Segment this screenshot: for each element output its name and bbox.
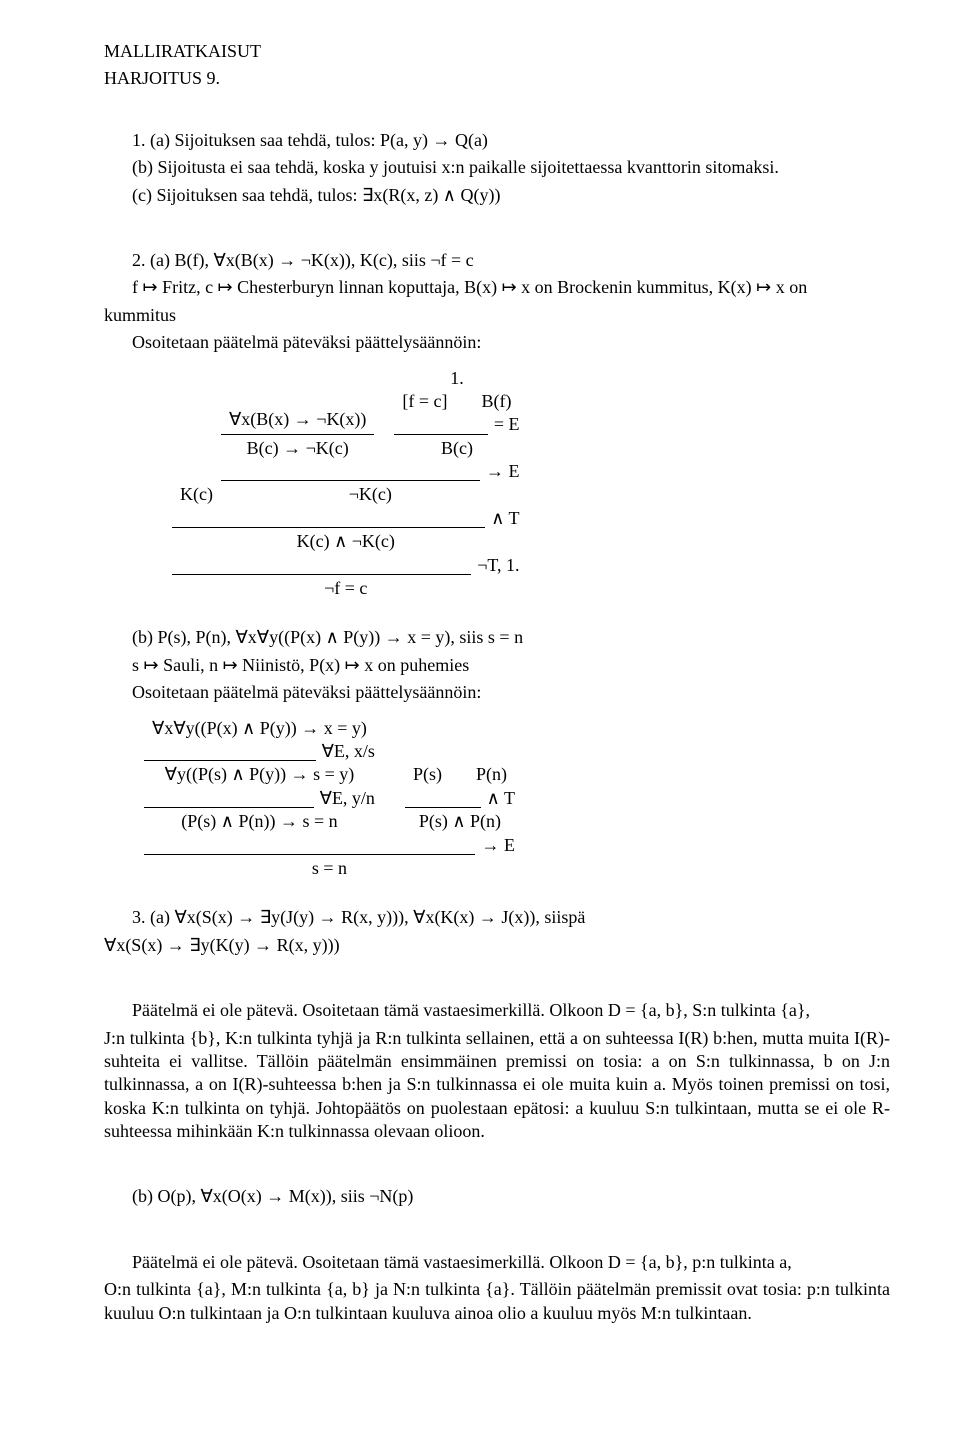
question-1: 1. (a) Sijoituksen saa tehdä, tulos: P(a… [104, 129, 890, 207]
question-3a: 3. (a) ∀x(S(x) → ∃y(J(y) → R(x, y))), ∀x… [104, 906, 890, 1143]
rule-eqE: = E [494, 413, 520, 436]
q3a-head2: ∀x(S(x) → ∃y(K(y) → R(x, y))) [104, 934, 890, 957]
node-pspn: P(s) ∧ P(n) [411, 810, 509, 833]
q2b-mapping: s ↦ Sauli, n ↦ Niinistö, P(x) ↦ x on puh… [132, 654, 890, 677]
q2a-mapping: f ↦ Fritz, c ↦ Chesterburyn linnan koput… [132, 276, 890, 299]
conclusion-2b: s = n [304, 857, 355, 880]
q3a-p2: J:n tulkinta {b}, K:n tulkinta tyhjä ja … [104, 1027, 890, 1144]
q1-a: 1. (a) Sijoituksen saa tehdä, tulos: P(a… [132, 129, 890, 152]
bc-impl: B(c) → ¬K(c) [239, 437, 357, 460]
title-block: MALLIRATKAISUT HARJOITUS 9. [104, 40, 890, 91]
question-3b: (b) O(p), ∀x(O(x) → M(x)), siis ¬N(p) Pä… [104, 1185, 890, 1325]
question-2a: 2. (a) B(f), ∀x(B(x) → ¬K(x)), K(c), sii… [104, 249, 890, 600]
rule-andT: ∧ T [491, 507, 519, 530]
node-kc-and-nkc: K(c) ∧ ¬K(c) [289, 530, 403, 553]
rule-Exs: ∀E, x/s [322, 740, 375, 763]
marker-1: 1. [442, 367, 472, 390]
leaf-kc: K(c) [172, 483, 221, 506]
q2b-lead: Osoitetaan päätelmä päteväksi päättelysä… [132, 681, 890, 704]
q1-c: (c) Sijoituksen saa tehdä, tulos: ∃x(R(x… [132, 184, 890, 207]
conclusion-2a: ¬f = c [316, 577, 375, 600]
q3b-p2: O:n tulkinta {a}, M:n tulkinta {a, b} ja… [104, 1278, 890, 1325]
q3b-head: (b) O(p), ∀x(O(x) → M(x)), siis ¬N(p) [132, 1185, 890, 1208]
q2a-lead: Osoitetaan päätelmä päteväksi päättelysä… [132, 331, 890, 354]
rule-negT: ¬T, 1. [477, 554, 519, 577]
node-bc: B(c) [433, 437, 481, 460]
question-2b: (b) P(s), P(n), ∀x∀y((P(x) ∧ P(y)) → x =… [104, 626, 890, 880]
rule-impE: → E [486, 460, 520, 483]
leaf-ps: P(s) [405, 763, 450, 786]
l3: (P(s) ∧ P(n)) → s = n [173, 810, 345, 833]
proof-tree-2a: K(c) ∀x(B(x) → ¬K(x)) B(c) → ¬K(c) [172, 367, 890, 601]
assump-fc: [f = c] [394, 390, 455, 413]
node-nkc: ¬K(c) [341, 483, 400, 506]
proof-tree-2b: ∀x∀y((P(x) ∧ P(y)) → x = y) ∀E, x/s ∀y((… [144, 717, 890, 881]
l1: ∀x∀y((P(x) ∧ P(y)) → x = y) [144, 717, 375, 740]
rule-andT-2b: ∧ T [487, 787, 515, 810]
q1-b: (b) Sijoitusta ei saa tehdä, koska y jou… [132, 156, 890, 179]
q3b-p1: Päätelmä ei ole pätevä. Osoitetaan tämä … [132, 1251, 890, 1274]
leaf-bf: B(f) [474, 390, 520, 413]
q3a-p1: Päätelmä ei ole pätevä. Osoitetaan tämä … [132, 999, 890, 1022]
leaf-pn: P(n) [468, 763, 515, 786]
l2: ∀y((P(s) ∧ P(y)) → s = y) [157, 763, 363, 786]
leaf-univ: ∀x(B(x) → ¬K(x)) [221, 408, 374, 431]
title-line-1: MALLIRATKAISUT [104, 40, 890, 63]
title-line-2: HARJOITUS 9. [104, 67, 890, 90]
rule-Eyn: ∀E, y/n [320, 787, 375, 810]
q2a-mapping-2: kummitus [104, 304, 890, 327]
q2a-head: 2. (a) B(f), ∀x(B(x) → ¬K(x)), K(c), sii… [132, 249, 890, 272]
q3a-head: 3. (a) ∀x(S(x) → ∃y(J(y) → R(x, y))), ∀x… [132, 906, 890, 929]
rule-impE-2b: → E [481, 834, 515, 857]
q2b-head: (b) P(s), P(n), ∀x∀y((P(x) ∧ P(y)) → x =… [132, 626, 890, 649]
